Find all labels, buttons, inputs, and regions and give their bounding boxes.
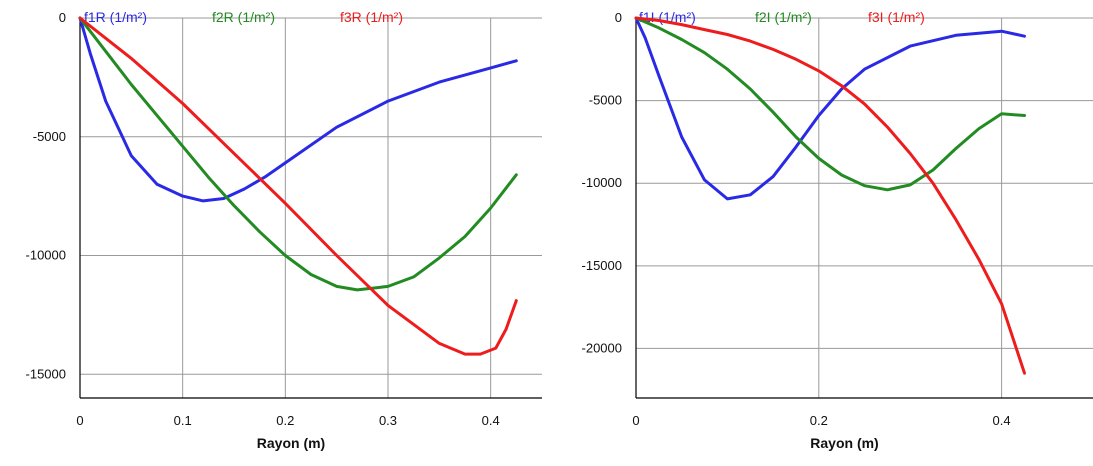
chart-panel-1: 0 -5000 -10000 -15000 0 0.1 0.2 0.3 0.4 f1R (1/m²…	[26, 9, 542, 451]
y-tick-label: 0	[615, 10, 622, 25]
y-tick-label: -10000	[582, 175, 622, 190]
y-tick-label: -20000	[582, 340, 622, 355]
legend-entry: f2R (1/m²)	[212, 9, 275, 25]
x-tick-label: 0	[632, 413, 639, 428]
x-axis-title: Rayon (m)	[257, 435, 325, 451]
series-line-3	[78, 16, 518, 356]
series-line-1	[78, 16, 518, 203]
legend-entry: f2I (1/m²)	[755, 9, 812, 25]
series-line-3	[634, 16, 1026, 375]
x-tick-label: 0.2	[276, 413, 294, 428]
y-tick-label: -5000	[589, 93, 622, 108]
series-line-2	[78, 16, 518, 292]
x-tick-label: 0.4	[482, 413, 500, 428]
legend-entry: f3I (1/m²)	[868, 9, 925, 25]
y-tick-label: -10000	[26, 248, 66, 263]
series-line-2	[634, 16, 1026, 192]
y-tick-label: -5000	[33, 129, 66, 144]
series-line-1	[634, 16, 1026, 201]
x-tick-label: 0.1	[174, 413, 192, 428]
legend-entry: f3R (1/m²)	[340, 9, 403, 25]
y-tick-label: 0	[59, 10, 66, 25]
y-tick-label: -15000	[26, 366, 66, 381]
x-tick-label: 0.3	[379, 413, 397, 428]
x-tick-label: 0.2	[810, 413, 828, 428]
y-tick-label: -15000	[582, 258, 622, 273]
x-tick-label: 0	[76, 413, 83, 428]
x-axis-title: Rayon (m)	[810, 435, 878, 451]
legend-entry: f1R (1/m²)	[84, 9, 147, 25]
x-tick-label: 0.4	[993, 413, 1011, 428]
